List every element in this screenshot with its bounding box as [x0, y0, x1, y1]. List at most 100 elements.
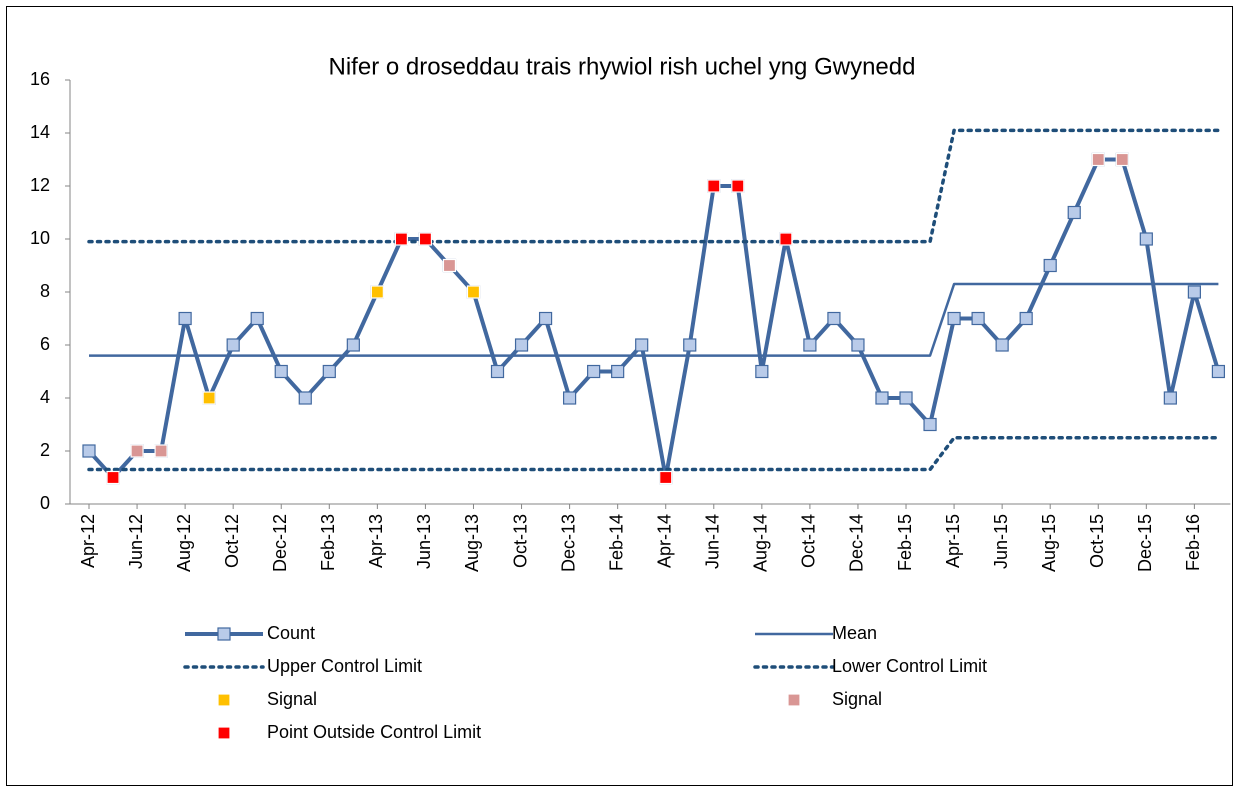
marker [178, 311, 192, 326]
chart-title: Nifer o droseddau trais rhywiol rish uch… [329, 53, 916, 80]
series-line [89, 282, 1219, 357]
marker [130, 444, 144, 458]
marker [787, 693, 801, 707]
legend-item: Count [185, 623, 315, 643]
marker [370, 285, 384, 299]
marker [971, 311, 985, 326]
x-tick-label: Jun-15 [991, 514, 1011, 569]
marker [154, 444, 168, 458]
x-tick-label: Feb-14 [606, 514, 626, 571]
marker [217, 627, 231, 641]
x-tick-label: Aug-13 [462, 514, 482, 572]
marker [250, 311, 264, 326]
marker [562, 391, 577, 405]
series-line [87, 157, 1221, 480]
marker [731, 179, 745, 193]
legend-item: Point Outside Control Limit [217, 722, 481, 742]
chart-border [6, 6, 1233, 786]
x-tick-label: Dec-14 [847, 514, 867, 572]
marker [1043, 258, 1057, 273]
marker [217, 726, 231, 740]
marker [298, 391, 312, 405]
series-line [87, 436, 1221, 472]
marker [803, 338, 817, 352]
legend-label: Point Outside Control Limit [267, 722, 481, 742]
marker [466, 285, 481, 299]
legend-item: Signal [217, 689, 317, 709]
legend-label: Lower Control Limit [832, 656, 987, 676]
x-tick-label: Jun-12 [126, 514, 146, 569]
marker [490, 364, 505, 379]
legend-item: Mean [755, 623, 877, 643]
y-tick-label: 6 [40, 334, 50, 354]
legend-label: Count [267, 623, 315, 643]
marker [899, 391, 913, 405]
y-tick-label: 16 [30, 69, 50, 89]
marker [1139, 232, 1153, 246]
series-markers [106, 179, 793, 485]
marker [394, 232, 408, 246]
legend-label: Signal [832, 689, 882, 709]
marker [875, 391, 889, 405]
marker [635, 338, 649, 352]
marker [346, 338, 360, 352]
marker [274, 364, 288, 379]
x-tick-label: Feb-15 [895, 514, 915, 571]
x-tick-label: Jun-13 [414, 514, 434, 569]
marker [514, 338, 529, 352]
marker [779, 232, 793, 246]
marker [827, 311, 841, 326]
legend-label: Upper Control Limit [267, 656, 422, 676]
y-tick-label: 4 [40, 387, 50, 407]
marker [1091, 152, 1105, 167]
marker [755, 364, 769, 379]
series-line [87, 128, 1221, 244]
x-tick-label: Apr-14 [654, 514, 674, 568]
x-tick-label: Aug-15 [1039, 514, 1059, 572]
y-tick-label: 0 [40, 493, 50, 513]
y-tick-label: 2 [40, 440, 50, 460]
marker [538, 311, 553, 326]
x-tick-label: Aug-14 [751, 514, 771, 572]
x-tick-label: Feb-16 [1183, 514, 1203, 571]
legend-label: Signal [267, 689, 317, 709]
marker [418, 232, 433, 246]
marker [995, 338, 1009, 352]
marker [226, 338, 240, 352]
marker [322, 364, 336, 379]
marker [1019, 311, 1033, 326]
marker [707, 179, 721, 193]
legend-item: Upper Control Limit [183, 656, 422, 676]
marker [1067, 205, 1081, 220]
series-markers [202, 285, 481, 405]
x-tick-label: Dec-12 [270, 514, 290, 572]
marker [947, 311, 961, 326]
marker [587, 364, 601, 379]
marker [1211, 364, 1226, 379]
x-tick-label: Apr-12 [78, 514, 98, 568]
marker [683, 338, 697, 352]
y-tick-label: 8 [40, 281, 50, 301]
x-tick-label: Apr-15 [943, 514, 963, 568]
marker [1187, 285, 1201, 299]
marker [659, 470, 673, 485]
x-tick-label: Oct-14 [799, 514, 819, 568]
marker [923, 417, 937, 432]
marker [442, 258, 457, 273]
marker [1163, 391, 1177, 405]
marker [217, 693, 231, 707]
legend-label: Mean [832, 623, 877, 643]
series-markers [130, 152, 1129, 458]
marker [202, 391, 216, 405]
x-tick-label: Oct-12 [222, 514, 242, 568]
x-tick-label: Jun-14 [703, 514, 723, 569]
x-tick-label: Oct-13 [510, 514, 530, 568]
legend-item: Lower Control Limit [753, 656, 987, 676]
marker [106, 470, 120, 485]
x-tick-label: Apr-13 [366, 514, 386, 568]
y-tick-label: 10 [30, 228, 50, 248]
x-tick-label: Oct-15 [1087, 514, 1107, 568]
x-tick-label: Dec-13 [558, 514, 578, 572]
y-tick-label: 14 [30, 122, 50, 142]
